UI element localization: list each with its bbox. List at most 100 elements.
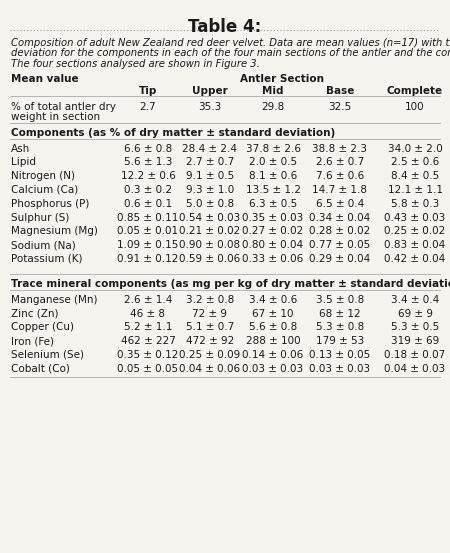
Text: 37.8 ± 2.6: 37.8 ± 2.6 <box>246 143 301 154</box>
Text: 3.4 ± 0.4: 3.4 ± 0.4 <box>391 295 439 305</box>
Text: 68 ± 12: 68 ± 12 <box>319 309 361 319</box>
Text: 2.5 ± 0.6: 2.5 ± 0.6 <box>391 157 439 168</box>
Text: 2.7: 2.7 <box>140 102 156 112</box>
Text: 2.7 ± 0.7: 2.7 ± 0.7 <box>186 157 234 168</box>
Text: 5.1 ± 0.7: 5.1 ± 0.7 <box>186 322 234 332</box>
Text: Table 4:: Table 4: <box>189 18 261 36</box>
Text: Cobalt (Co): Cobalt (Co) <box>11 364 70 374</box>
Text: Copper (Cu): Copper (Cu) <box>11 322 74 332</box>
Text: 7.6 ± 0.6: 7.6 ± 0.6 <box>316 171 364 181</box>
Text: Tip: Tip <box>139 86 157 96</box>
Text: 29.8: 29.8 <box>261 102 284 112</box>
Text: 14.7 ± 1.8: 14.7 ± 1.8 <box>312 185 368 195</box>
Text: Lipid: Lipid <box>11 157 36 168</box>
Text: 0.43 ± 0.03: 0.43 ± 0.03 <box>384 212 446 222</box>
Text: 5.6 ± 1.3: 5.6 ± 1.3 <box>124 157 172 168</box>
Text: 9.3 ± 1.0: 9.3 ± 1.0 <box>186 185 234 195</box>
Text: 34.0 ± 2.0: 34.0 ± 2.0 <box>387 143 442 154</box>
Text: 100: 100 <box>405 102 425 112</box>
Text: 3.5 ± 0.8: 3.5 ± 0.8 <box>316 295 364 305</box>
Text: 0.3 ± 0.2: 0.3 ± 0.2 <box>124 185 172 195</box>
Text: Nitrogen (N): Nitrogen (N) <box>11 171 75 181</box>
Text: 0.05 ± 0.05: 0.05 ± 0.05 <box>117 364 179 374</box>
Text: 6.6 ± 0.8: 6.6 ± 0.8 <box>124 143 172 154</box>
Text: 0.27 ± 0.02: 0.27 ± 0.02 <box>243 226 304 236</box>
Text: Composition of adult New Zealand red deer velvet. Data are mean values (n=17) wi: Composition of adult New Zealand red dee… <box>11 38 450 48</box>
Text: 6.5 ± 0.4: 6.5 ± 0.4 <box>316 199 364 208</box>
Text: 38.8 ± 2.3: 38.8 ± 2.3 <box>312 143 368 154</box>
Text: 0.90 ± 0.08: 0.90 ± 0.08 <box>180 240 241 250</box>
Text: deviation for the components in each of the four main sections of the antler and: deviation for the components in each of … <box>11 49 450 59</box>
Text: 3.2 ± 0.8: 3.2 ± 0.8 <box>186 295 234 305</box>
Text: Components (as % of dry matter ± standard deviation): Components (as % of dry matter ± standar… <box>11 128 335 138</box>
Text: 0.13 ± 0.05: 0.13 ± 0.05 <box>310 350 371 360</box>
Text: 0.25 ± 0.09: 0.25 ± 0.09 <box>180 350 241 360</box>
Text: Magnesium (Mg): Magnesium (Mg) <box>11 226 98 236</box>
Text: 288 ± 100: 288 ± 100 <box>246 336 300 346</box>
Text: 0.04 ± 0.06: 0.04 ± 0.06 <box>180 364 241 374</box>
Text: Ash: Ash <box>11 143 30 154</box>
Text: 0.21 ± 0.02: 0.21 ± 0.02 <box>180 226 241 236</box>
Text: 5.0 ± 0.8: 5.0 ± 0.8 <box>186 199 234 208</box>
Text: 0.83 ± 0.04: 0.83 ± 0.04 <box>384 240 446 250</box>
Text: 69 ± 9: 69 ± 9 <box>397 309 432 319</box>
Text: 0.04 ± 0.03: 0.04 ± 0.03 <box>384 364 446 374</box>
Text: % of total antler dry: % of total antler dry <box>11 102 116 112</box>
Text: 0.80 ± 0.04: 0.80 ± 0.04 <box>243 240 304 250</box>
Text: 0.6 ± 0.1: 0.6 ± 0.1 <box>124 199 172 208</box>
Text: 3.4 ± 0.6: 3.4 ± 0.6 <box>249 295 297 305</box>
Text: 35.3: 35.3 <box>198 102 221 112</box>
Text: Manganese (Mn): Manganese (Mn) <box>11 295 98 305</box>
Text: 67 ± 10: 67 ± 10 <box>252 309 294 319</box>
Text: Selenium (Se): Selenium (Se) <box>11 350 84 360</box>
Text: 0.14 ± 0.06: 0.14 ± 0.06 <box>243 350 304 360</box>
Text: 9.1 ± 0.5: 9.1 ± 0.5 <box>186 171 234 181</box>
Text: 0.77 ± 0.05: 0.77 ± 0.05 <box>310 240 371 250</box>
Text: 13.5 ± 1.2: 13.5 ± 1.2 <box>246 185 301 195</box>
Text: 0.03 ± 0.03: 0.03 ± 0.03 <box>243 364 304 374</box>
Text: 2.6 ± 1.4: 2.6 ± 1.4 <box>124 295 172 305</box>
Text: Trace mineral components (as mg per kg of dry matter ± standard deviation): Trace mineral components (as mg per kg o… <box>11 279 450 289</box>
Text: 12.2 ± 0.6: 12.2 ± 0.6 <box>121 171 176 181</box>
Text: 0.35 ± 0.03: 0.35 ± 0.03 <box>243 212 304 222</box>
Text: The four sections analysed are shown in Figure 3.: The four sections analysed are shown in … <box>11 59 260 69</box>
Text: 5.6 ± 0.8: 5.6 ± 0.8 <box>249 322 297 332</box>
Text: Sulphur (S): Sulphur (S) <box>11 212 69 222</box>
Text: Base: Base <box>326 86 354 96</box>
Text: 46 ± 8: 46 ± 8 <box>130 309 166 319</box>
Text: 179 ± 53: 179 ± 53 <box>316 336 364 346</box>
Text: 5.8 ± 0.3: 5.8 ± 0.3 <box>391 199 439 208</box>
Text: 0.59 ± 0.06: 0.59 ± 0.06 <box>180 254 241 264</box>
Text: Antler Section: Antler Section <box>239 74 324 84</box>
Text: Upper: Upper <box>192 86 228 96</box>
Text: 6.3 ± 0.5: 6.3 ± 0.5 <box>249 199 297 208</box>
Text: 0.29 ± 0.04: 0.29 ± 0.04 <box>310 254 371 264</box>
Text: Sodium (Na): Sodium (Na) <box>11 240 76 250</box>
Text: Potassium (K): Potassium (K) <box>11 254 82 264</box>
Text: Iron (Fe): Iron (Fe) <box>11 336 54 346</box>
Text: 0.42 ± 0.04: 0.42 ± 0.04 <box>384 254 446 264</box>
Text: 0.85 ± 0.11: 0.85 ± 0.11 <box>117 212 179 222</box>
Text: 72 ± 9: 72 ± 9 <box>193 309 228 319</box>
Text: Zinc (Zn): Zinc (Zn) <box>11 309 58 319</box>
Text: 2.0 ± 0.5: 2.0 ± 0.5 <box>249 157 297 168</box>
Text: 0.28 ± 0.02: 0.28 ± 0.02 <box>310 226 371 236</box>
Text: 2.6 ± 0.7: 2.6 ± 0.7 <box>316 157 364 168</box>
Text: 472 ± 92: 472 ± 92 <box>186 336 234 346</box>
Text: 12.1 ± 1.1: 12.1 ± 1.1 <box>387 185 442 195</box>
Text: 0.54 ± 0.03: 0.54 ± 0.03 <box>180 212 241 222</box>
Text: 5.3 ± 0.5: 5.3 ± 0.5 <box>391 322 439 332</box>
Text: Complete: Complete <box>387 86 443 96</box>
Text: Mid: Mid <box>262 86 284 96</box>
Text: 0.05 ± 0.01: 0.05 ± 0.01 <box>117 226 179 236</box>
Text: 8.1 ± 0.6: 8.1 ± 0.6 <box>249 171 297 181</box>
Text: 0.25 ± 0.02: 0.25 ± 0.02 <box>384 226 446 236</box>
Text: 1.09 ± 0.15: 1.09 ± 0.15 <box>117 240 179 250</box>
Text: 32.5: 32.5 <box>328 102 351 112</box>
Text: 0.33 ± 0.06: 0.33 ± 0.06 <box>243 254 304 264</box>
Text: 0.03 ± 0.03: 0.03 ± 0.03 <box>310 364 370 374</box>
Text: 28.4 ± 2.4: 28.4 ± 2.4 <box>183 143 238 154</box>
Text: 0.91 ± 0.12: 0.91 ± 0.12 <box>117 254 179 264</box>
Text: 0.18 ± 0.07: 0.18 ± 0.07 <box>384 350 446 360</box>
Text: 5.2 ± 1.1: 5.2 ± 1.1 <box>124 322 172 332</box>
